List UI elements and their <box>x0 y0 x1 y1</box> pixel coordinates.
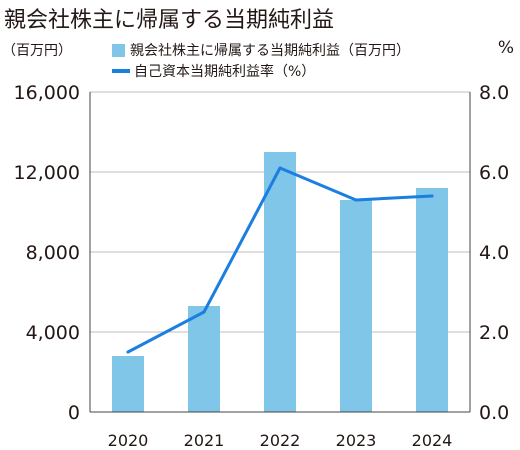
left-tick-label: 4,000 <box>26 322 80 344</box>
x-tick-label: 2023 <box>336 431 377 450</box>
right-tick-label: 2.0 <box>479 322 509 344</box>
tick-labels: 0 4,000 8,000 12,000 16,000 0.0 2.0 4.0 6.0 8.0 20… <box>14 82 510 450</box>
legend-item-roe: 自己資本当期純利益率（%） <box>112 61 315 81</box>
chart-title: 親会社株主に帰属する当期純利益 <box>4 8 335 33</box>
bar-2020 <box>112 356 144 412</box>
left-tick-label: 16,000 <box>14 82 80 104</box>
legend-line-swatch <box>112 69 130 73</box>
right-tick-label: 4.0 <box>479 242 509 264</box>
roe-point-2021 <box>202 310 206 314</box>
x-tick-label: 2022 <box>260 431 301 450</box>
left-tick-label: 12,000 <box>14 162 80 184</box>
legend-line-label: 自己資本当期純利益率（%） <box>134 64 316 80</box>
roe-point-2020 <box>126 350 130 354</box>
bar-series <box>112 152 448 412</box>
bar-2021 <box>188 306 220 412</box>
bar-2022 <box>264 152 296 412</box>
bar-2024 <box>416 188 448 412</box>
right-tick-label: 0.0 <box>479 402 509 424</box>
left-axis-unit: （百万円） <box>2 43 72 59</box>
left-tick-label: 8,000 <box>26 242 80 264</box>
legend-bar-label: 親会社株主に帰属する当期純利益（百万円） <box>130 43 410 59</box>
right-tick-label: 6.0 <box>479 162 509 184</box>
line-series <box>126 166 434 354</box>
x-tick-label: 2024 <box>412 431 453 450</box>
legend-item-net-income: 親会社株主に帰属する当期純利益（百万円） <box>112 40 410 60</box>
roe-point-2024 <box>430 194 434 198</box>
bar-2023 <box>340 200 372 412</box>
x-tick-label: 2021 <box>184 431 225 450</box>
x-tick-label: 2020 <box>108 431 149 450</box>
left-tick-label: 0 <box>68 402 80 424</box>
roe-point-2022 <box>278 166 282 170</box>
roe-point-2023 <box>354 198 358 202</box>
right-axis-unit: % <box>497 38 514 58</box>
right-tick-label: 8.0 <box>479 82 509 104</box>
legend-bar-swatch <box>112 43 125 57</box>
axes <box>89 92 471 413</box>
